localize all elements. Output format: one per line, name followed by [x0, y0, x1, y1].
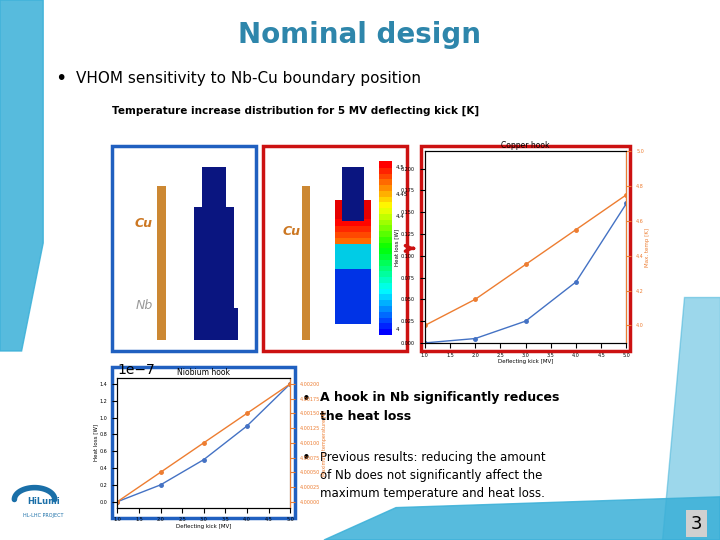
Bar: [335, 262, 371, 268]
Bar: [335, 225, 371, 232]
Bar: [379, 196, 392, 202]
Bar: [112, 146, 256, 351]
Bar: [379, 300, 392, 306]
Bar: [335, 268, 371, 275]
Bar: [379, 271, 392, 277]
Bar: [379, 259, 392, 266]
Text: HiLumi: HiLumi: [27, 497, 60, 505]
Bar: [342, 167, 364, 221]
Polygon shape: [0, 0, 43, 351]
Bar: [379, 282, 392, 289]
Text: 4.4: 4.4: [396, 213, 405, 219]
Polygon shape: [662, 297, 720, 540]
Bar: [222, 308, 238, 340]
X-axis label: Deflecting kick [MV]: Deflecting kick [MV]: [176, 524, 231, 529]
Bar: [335, 231, 371, 238]
Text: 3: 3: [690, 515, 702, 533]
Bar: [379, 202, 392, 208]
Bar: [379, 167, 392, 173]
Polygon shape: [324, 497, 720, 540]
Bar: [379, 207, 392, 214]
Bar: [194, 327, 238, 340]
Bar: [335, 249, 371, 256]
Bar: [335, 293, 371, 299]
Bar: [379, 213, 392, 220]
Bar: [335, 287, 371, 293]
Text: VHOM sensitivity to Nb-Cu boundary position: VHOM sensitivity to Nb-Cu boundary posit…: [76, 71, 420, 86]
Y-axis label: Heat loss [W]: Heat loss [W]: [94, 424, 99, 461]
Bar: [335, 299, 371, 306]
Bar: [379, 219, 392, 225]
Bar: [379, 161, 392, 168]
Text: HL-LHC PROJECT: HL-LHC PROJECT: [23, 513, 63, 518]
Text: 4.45: 4.45: [396, 192, 408, 197]
Bar: [194, 207, 234, 340]
Bar: [335, 244, 371, 250]
Text: Nb: Nb: [135, 299, 153, 312]
Y-axis label: Heat loss [W]: Heat loss [W]: [395, 228, 400, 266]
Bar: [379, 317, 392, 323]
X-axis label: Deflecting kick [MV]: Deflecting kick [MV]: [498, 359, 553, 364]
Text: Cu: Cu: [135, 217, 153, 230]
Bar: [421, 146, 630, 351]
Bar: [379, 237, 392, 242]
Text: •: •: [55, 69, 67, 88]
Text: Cu: Cu: [282, 226, 301, 239]
Bar: [379, 265, 392, 272]
Bar: [335, 237, 371, 244]
Bar: [379, 185, 392, 191]
Text: Temperature increase distribution for 5 MV deflecting kick [K]: Temperature increase distribution for 5 …: [112, 105, 479, 116]
Text: •: •: [302, 392, 310, 407]
Bar: [335, 213, 371, 219]
Bar: [379, 328, 392, 335]
Bar: [112, 367, 295, 518]
Bar: [379, 173, 392, 179]
Bar: [379, 242, 392, 248]
Bar: [379, 225, 392, 231]
Bar: [335, 280, 371, 287]
Text: •: •: [302, 451, 310, 466]
Bar: [202, 167, 226, 221]
Text: A hook in Nb significantly reduces
the heat loss: A hook in Nb significantly reduces the h…: [320, 392, 559, 422]
Bar: [335, 200, 371, 207]
Bar: [379, 294, 392, 300]
Title: Copper hook: Copper hook: [501, 141, 550, 151]
Bar: [335, 256, 371, 262]
Bar: [379, 231, 392, 237]
Bar: [379, 288, 392, 294]
Bar: [7, 475, 79, 529]
Title: Niobium hook: Niobium hook: [177, 368, 230, 377]
Text: Previous results: reducing the amount
of Nb does not significantly affect the
ma: Previous results: reducing the amount of…: [320, 451, 546, 500]
Bar: [379, 248, 392, 254]
Bar: [335, 274, 371, 281]
Text: Nominal design: Nominal design: [238, 21, 482, 49]
Bar: [379, 190, 392, 197]
Bar: [335, 206, 371, 213]
Bar: [157, 186, 166, 340]
Bar: [379, 323, 392, 329]
Bar: [263, 146, 407, 351]
Bar: [379, 276, 392, 283]
Bar: [379, 311, 392, 318]
Bar: [379, 306, 392, 312]
Bar: [379, 179, 392, 185]
Bar: [379, 254, 392, 260]
Bar: [335, 318, 371, 324]
Text: 4: 4: [396, 327, 400, 332]
Bar: [335, 305, 371, 312]
Bar: [302, 186, 310, 340]
Bar: [335, 311, 371, 318]
Text: 4.5: 4.5: [396, 165, 405, 170]
Y-axis label: Maximum temperature [K]: Maximum temperature [K]: [322, 410, 327, 476]
Bar: [335, 219, 371, 226]
Y-axis label: Max. temp [K]: Max. temp [K]: [645, 227, 650, 267]
